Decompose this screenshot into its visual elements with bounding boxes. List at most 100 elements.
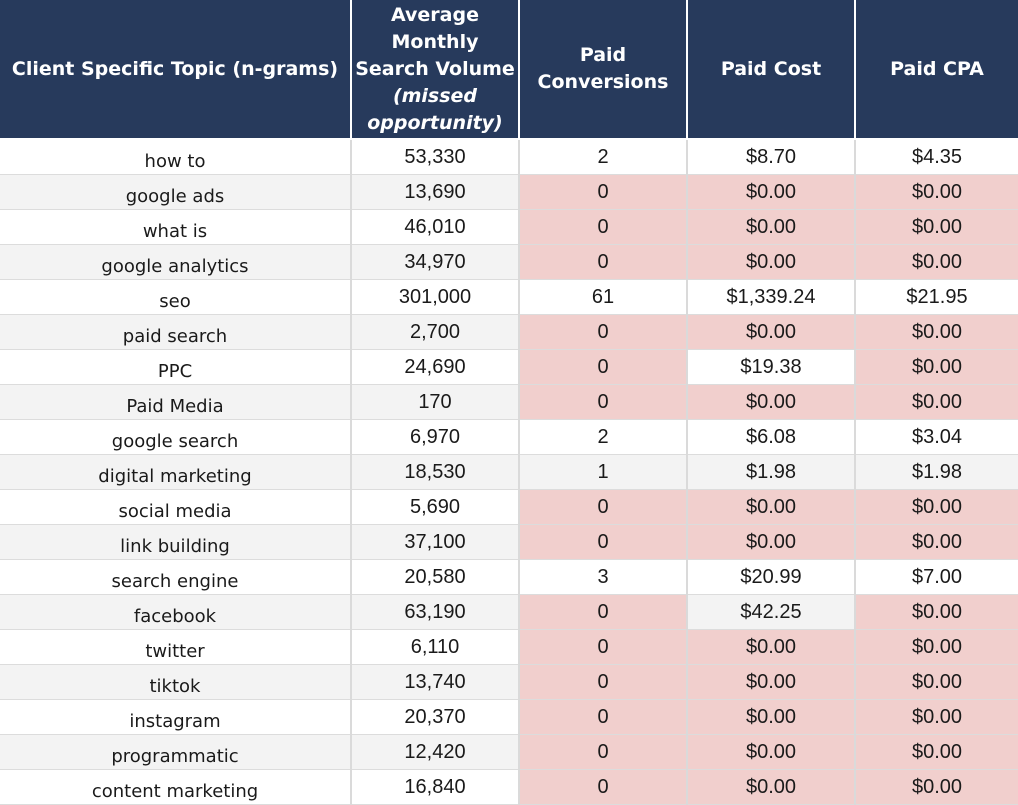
cell-topic[interactable]: Paid Media: [0, 385, 350, 420]
header-paid-cost[interactable]: Paid Cost: [688, 0, 854, 138]
cell-paid-conversions[interactable]: 0: [520, 490, 686, 525]
cell-search-volume[interactable]: 63,190: [352, 595, 518, 630]
table-row[interactable]: facebook 63,190 0 $42.25 $0.00: [0, 595, 1018, 630]
cell-paid-cost[interactable]: $6.08: [688, 420, 854, 455]
cell-paid-conversions[interactable]: 3: [520, 560, 686, 595]
cell-paid-cost[interactable]: $0.00: [688, 490, 854, 525]
cell-paid-conversions[interactable]: 0: [520, 630, 686, 665]
cell-paid-conversions[interactable]: 2: [520, 420, 686, 455]
table-row[interactable]: content marketing 16,840 0 $0.00 $0.00: [0, 770, 1018, 805]
cell-topic[interactable]: social media: [0, 490, 350, 525]
cell-paid-cost[interactable]: $0.00: [688, 175, 854, 210]
cell-paid-cpa[interactable]: $3.04: [856, 420, 1018, 455]
table-row[interactable]: digital marketing 18,530 1 $1.98 $1.98: [0, 455, 1018, 490]
cell-topic[interactable]: search engine: [0, 560, 350, 595]
cell-paid-conversions[interactable]: 0: [520, 175, 686, 210]
table-row[interactable]: what is 46,010 0 $0.00 $0.00: [0, 210, 1018, 245]
cell-paid-cpa[interactable]: $0.00: [856, 700, 1018, 735]
cell-topic[interactable]: instagram: [0, 700, 350, 735]
cell-paid-conversions[interactable]: 0: [520, 665, 686, 700]
cell-topic[interactable]: seo: [0, 280, 350, 315]
table-row[interactable]: search engine 20,580 3 $20.99 $7.00: [0, 560, 1018, 595]
table-row[interactable]: programmatic 12,420 0 $0.00 $0.00: [0, 735, 1018, 770]
cell-paid-conversions[interactable]: 0: [520, 210, 686, 245]
cell-paid-cpa[interactable]: $0.00: [856, 525, 1018, 560]
cell-paid-conversions[interactable]: 0: [520, 770, 686, 805]
cell-paid-cpa[interactable]: $0.00: [856, 210, 1018, 245]
table-row[interactable]: paid search 2,700 0 $0.00 $0.00: [0, 315, 1018, 350]
table-row[interactable]: Paid Media 170 0 $0.00 $0.00: [0, 385, 1018, 420]
cell-topic[interactable]: paid search: [0, 315, 350, 350]
cell-paid-cpa[interactable]: $0.00: [856, 175, 1018, 210]
cell-paid-cost[interactable]: $0.00: [688, 525, 854, 560]
cell-search-volume[interactable]: 13,690: [352, 175, 518, 210]
cell-search-volume[interactable]: 2,700: [352, 315, 518, 350]
cell-paid-cost[interactable]: $42.25: [688, 595, 854, 630]
cell-paid-conversions[interactable]: 0: [520, 385, 686, 420]
cell-topic[interactable]: programmatic: [0, 735, 350, 770]
cell-paid-conversions[interactable]: 0: [520, 315, 686, 350]
header-topic[interactable]: Client Specific Topic (n-grams): [0, 0, 350, 138]
table-row[interactable]: instagram 20,370 0 $0.00 $0.00: [0, 700, 1018, 735]
cell-paid-conversions[interactable]: 1: [520, 455, 686, 490]
cell-topic[interactable]: PPC: [0, 350, 350, 385]
cell-paid-cost[interactable]: $1,339.24: [688, 280, 854, 315]
cell-paid-cost[interactable]: $0.00: [688, 630, 854, 665]
cell-search-volume[interactable]: 34,970: [352, 245, 518, 280]
cell-search-volume[interactable]: 18,530: [352, 455, 518, 490]
cell-paid-cpa[interactable]: $21.95: [856, 280, 1018, 315]
cell-paid-cpa[interactable]: $0.00: [856, 595, 1018, 630]
cell-paid-cost[interactable]: $0.00: [688, 735, 854, 770]
cell-paid-conversions[interactable]: 2: [520, 140, 686, 175]
cell-paid-conversions[interactable]: 0: [520, 595, 686, 630]
cell-topic[interactable]: content marketing: [0, 770, 350, 805]
cell-search-volume[interactable]: 24,690: [352, 350, 518, 385]
cell-search-volume[interactable]: 20,580: [352, 560, 518, 595]
cell-topic[interactable]: tiktok: [0, 665, 350, 700]
cell-paid-cost[interactable]: $0.00: [688, 210, 854, 245]
cell-paid-cpa[interactable]: $0.00: [856, 315, 1018, 350]
cell-paid-cost[interactable]: $1.98: [688, 455, 854, 490]
cell-paid-cost[interactable]: $20.99: [688, 560, 854, 595]
cell-paid-cpa[interactable]: $0.00: [856, 490, 1018, 525]
cell-paid-conversions[interactable]: 0: [520, 735, 686, 770]
cell-paid-cost[interactable]: $8.70: [688, 140, 854, 175]
cell-paid-cpa[interactable]: $4.35: [856, 140, 1018, 175]
cell-paid-cost[interactable]: $0.00: [688, 245, 854, 280]
cell-topic[interactable]: digital marketing: [0, 455, 350, 490]
header-paid-conversions[interactable]: Paid Conversions: [520, 0, 686, 138]
cell-paid-cpa[interactable]: $7.00: [856, 560, 1018, 595]
table-row[interactable]: twitter 6,110 0 $0.00 $0.00: [0, 630, 1018, 665]
cell-topic[interactable]: google search: [0, 420, 350, 455]
cell-paid-cpa[interactable]: $0.00: [856, 735, 1018, 770]
cell-search-volume[interactable]: 46,010: [352, 210, 518, 245]
cell-search-volume[interactable]: 13,740: [352, 665, 518, 700]
cell-search-volume[interactable]: 6,970: [352, 420, 518, 455]
cell-paid-conversions[interactable]: 61: [520, 280, 686, 315]
table-row[interactable]: how to 53,330 2 $8.70 $4.35: [0, 140, 1018, 175]
cell-search-volume[interactable]: 12,420: [352, 735, 518, 770]
cell-paid-conversions[interactable]: 0: [520, 700, 686, 735]
table-row[interactable]: seo 301,000 61 $1,339.24 $21.95: [0, 280, 1018, 315]
cell-paid-cost[interactable]: $19.38: [688, 350, 854, 385]
cell-paid-cost[interactable]: $0.00: [688, 315, 854, 350]
cell-search-volume[interactable]: 6,110: [352, 630, 518, 665]
cell-search-volume[interactable]: 301,000: [352, 280, 518, 315]
table-row[interactable]: tiktok 13,740 0 $0.00 $0.00: [0, 665, 1018, 700]
cell-paid-cpa[interactable]: $0.00: [856, 385, 1018, 420]
cell-paid-conversions[interactable]: 0: [520, 350, 686, 385]
header-paid-cpa[interactable]: Paid CPA: [856, 0, 1018, 138]
table-row[interactable]: PPC 24,690 0 $19.38 $0.00: [0, 350, 1018, 385]
cell-paid-cpa[interactable]: $0.00: [856, 245, 1018, 280]
cell-topic[interactable]: twitter: [0, 630, 350, 665]
cell-paid-cpa[interactable]: $0.00: [856, 770, 1018, 805]
cell-paid-cpa[interactable]: $1.98: [856, 455, 1018, 490]
cell-paid-cost[interactable]: $0.00: [688, 665, 854, 700]
cell-paid-cpa[interactable]: $0.00: [856, 665, 1018, 700]
cell-search-volume[interactable]: 53,330: [352, 140, 518, 175]
cell-paid-cost[interactable]: $0.00: [688, 700, 854, 735]
header-search-volume[interactable]: Average Monthly Search Volume (missed op…: [352, 0, 518, 138]
cell-paid-cpa[interactable]: $0.00: [856, 630, 1018, 665]
cell-paid-cost[interactable]: $0.00: [688, 770, 854, 805]
cell-paid-cpa[interactable]: $0.00: [856, 350, 1018, 385]
